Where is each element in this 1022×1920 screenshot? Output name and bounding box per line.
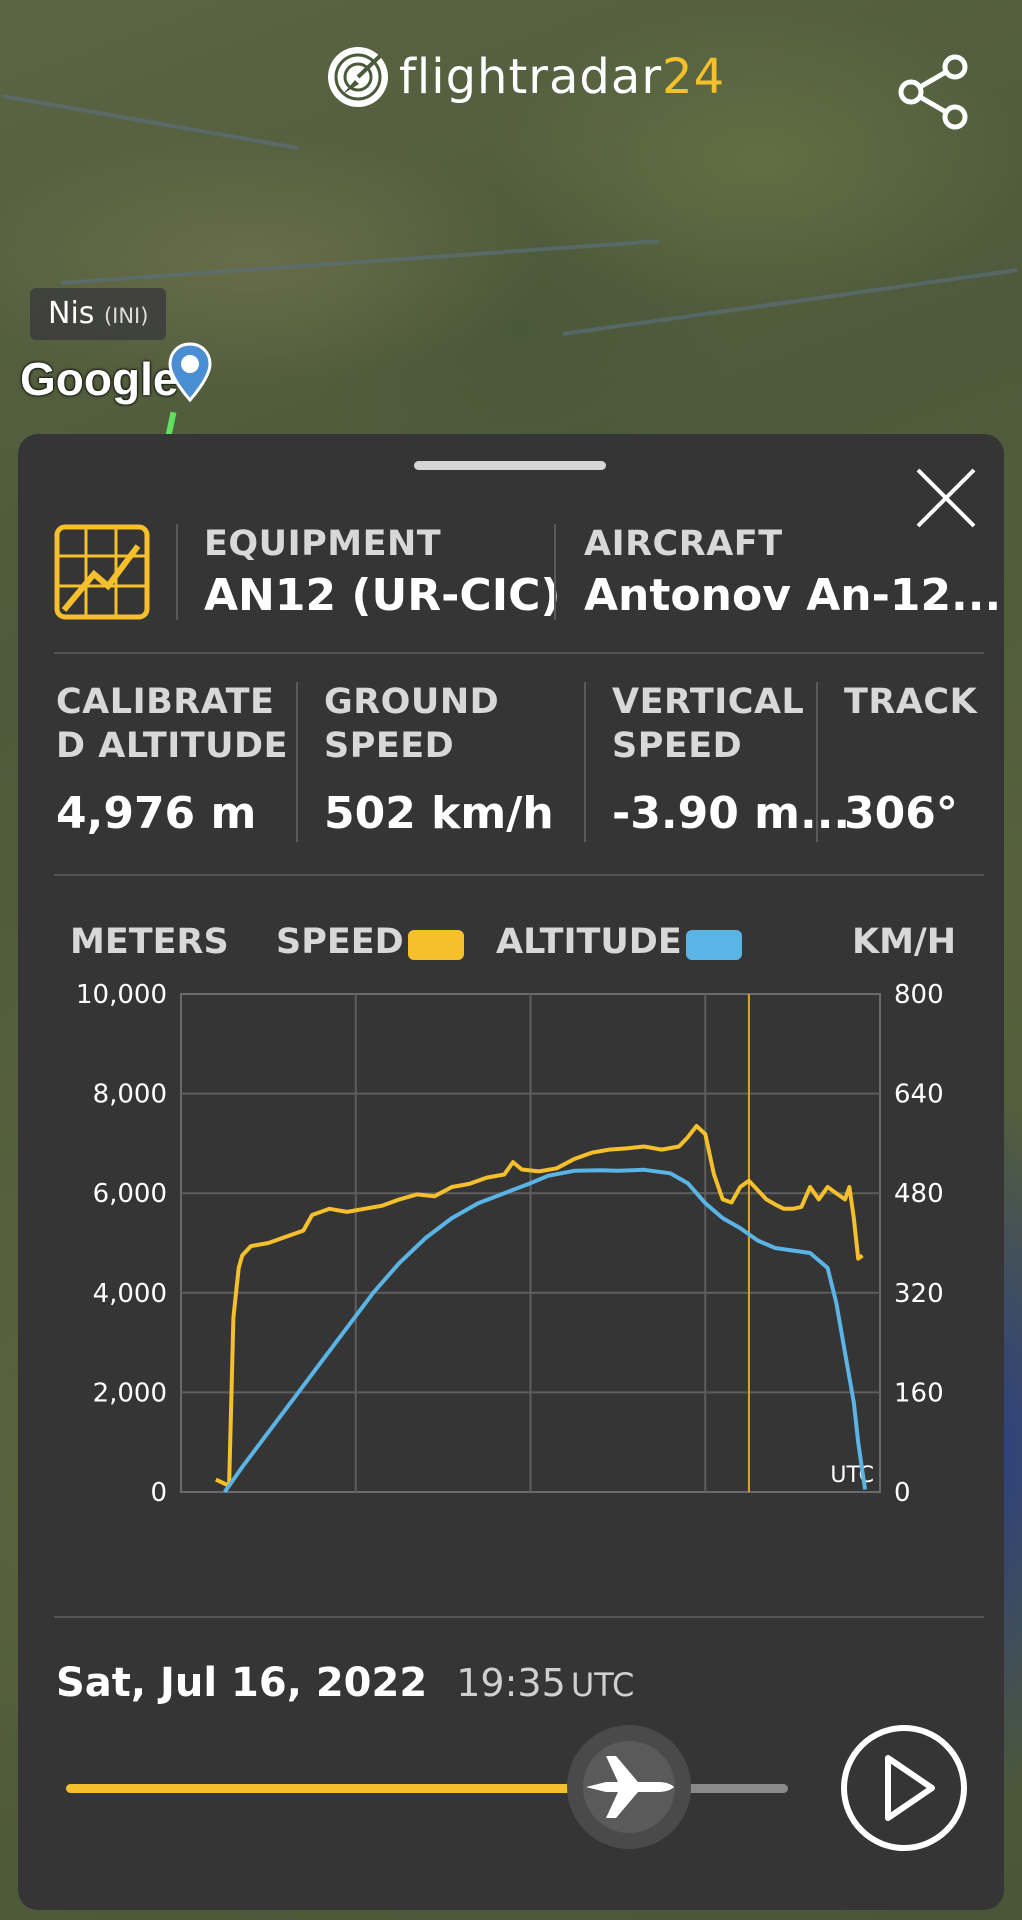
divider [816, 682, 818, 842]
ground-speed-value: 502 km/h [324, 788, 554, 839]
map-river [60, 239, 660, 285]
airport-pin-icon[interactable] [168, 342, 212, 402]
play-icon[interactable] [840, 1724, 968, 1852]
equipment-value: AN12 (UR-CIC) [204, 570, 561, 621]
airport-code: (INI) [103, 304, 149, 328]
map-river [561, 268, 1019, 336]
airport-name: Nis [48, 296, 95, 331]
playback-progress [66, 1784, 630, 1793]
brand-number: 24 [662, 49, 726, 105]
divider [176, 524, 178, 620]
speed-series-line [215, 1124, 864, 1488]
y-right-tick-label: 320 [894, 1279, 944, 1309]
divider [296, 682, 298, 842]
radar-icon [328, 47, 388, 107]
vertical-speed-value: -3.90 m... [612, 788, 851, 839]
airport-label[interactable]: Nis (INI) [30, 288, 167, 340]
airplane-slider-handle-icon[interactable] [566, 1724, 692, 1850]
brand-word: flightradar [399, 49, 663, 105]
y-right-tick-label: 0 [894, 1478, 911, 1504]
aircraft-value: Antonov An-12... [584, 570, 1002, 621]
y-left-tick-label: 8,000 [93, 1080, 167, 1110]
altitude-series-line [223, 1167, 868, 1494]
google-attribution: Google [20, 353, 179, 405]
close-icon[interactable] [912, 464, 980, 532]
aircraft-label: AIRCRAFT [584, 524, 783, 564]
altitude-legend-swatch [686, 930, 742, 960]
y-right-tick-label: 160 [894, 1378, 944, 1408]
track-value: 306° [844, 788, 958, 839]
divider [554, 524, 556, 620]
y-left-tick-label: 0 [150, 1478, 167, 1504]
map-river [1, 93, 299, 151]
flightradar24-logo: flightradar24 [325, 44, 725, 110]
equipment-label: EQUIPMENT [204, 524, 442, 564]
calibrated-altitude-value: 4,976 m [56, 788, 257, 839]
y-right-tick-label: 640 [894, 1080, 944, 1110]
vertical-speed-label: VERTICAL SPEED [612, 682, 805, 766]
right-axis-unit: KM/H [852, 922, 957, 962]
drag-handle[interactable] [414, 461, 606, 470]
flight-date: Sat, Jul 16, 2022 [56, 1660, 428, 1706]
calibrated-altitude-label: CALIBRATE D ALTITUDE [56, 682, 288, 766]
speed-legend-label: SPEED [276, 922, 404, 962]
left-axis-unit: METERS [70, 922, 229, 962]
timestamp-row: Sat, Jul 16, 2022 19:35 UTC [56, 1660, 634, 1706]
divider [584, 682, 586, 842]
y-right-tick-label: 800 [894, 980, 944, 1010]
time-zone: UTC [570, 1666, 635, 1704]
track-label: TRACK [844, 682, 978, 722]
speed-altitude-chart[interactable]: 10,000 8,000 6,000 4,000 2,000 0 800 640 480 320 1… [18, 974, 1004, 1504]
share-icon[interactable] [895, 52, 975, 132]
y-left-tick-label: 6,000 [93, 1179, 167, 1209]
speed-legend-swatch [408, 930, 464, 960]
divider [54, 874, 984, 876]
altitude-legend-label: ALTITUDE [496, 922, 682, 962]
y-left-tick-label: 2,000 [93, 1378, 167, 1408]
flight-details-panel: EQUIPMENT AN12 (UR-CIC) AIRCRAFT Antonov… [18, 434, 1004, 1910]
graph-icon[interactable] [54, 524, 150, 620]
divider [54, 652, 984, 654]
playback-slider[interactable] [66, 1784, 788, 1793]
x-axis-label: UTC [830, 1463, 874, 1488]
y-right-tick-label: 480 [894, 1179, 944, 1209]
y-left-tick-label: 10,000 [76, 980, 167, 1010]
ground-speed-label: GROUND SPEED [324, 682, 500, 766]
divider [54, 1616, 984, 1618]
y-left-tick-label: 4,000 [93, 1279, 167, 1309]
flight-time: 19:35 [456, 1661, 566, 1705]
